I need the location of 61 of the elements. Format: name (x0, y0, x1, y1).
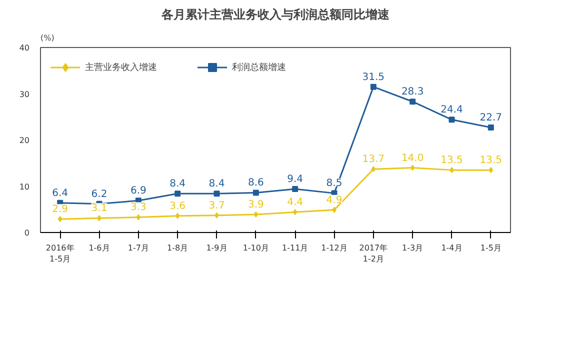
y-axis-title: (%) (40, 34, 54, 42)
data-label: 28.3 (401, 86, 424, 98)
chart-title: 各月累计主营业务收入与利润总额同比增速 (160, 8, 390, 22)
x-tick-label: 1-9月 (206, 244, 228, 252)
point (371, 166, 376, 172)
data-label: 3.6 (170, 200, 186, 212)
y-tick-label: 0 (24, 228, 30, 238)
data-label: 8.6 (248, 178, 264, 189)
data-label: 8.4 (208, 178, 225, 190)
data-label: 6.4 (52, 188, 68, 199)
y-tick-label: 10 (19, 182, 30, 192)
x-tick-label: 1-12月 (321, 244, 348, 252)
y-tick-label: 20 (19, 136, 30, 145)
legend-label: 利润总额增速 (232, 62, 286, 74)
point (488, 167, 494, 174)
point (410, 164, 415, 171)
point (292, 209, 298, 216)
point (254, 211, 258, 218)
x-tick-label: 2017年 1-2月 (359, 244, 388, 264)
data-label: 13.5 (440, 155, 463, 166)
point (58, 216, 62, 222)
point (136, 214, 141, 220)
x-tick-label: 1-10月 (242, 244, 269, 252)
data-label: 13.5 (480, 155, 502, 166)
x-tick-label: 1-8月 (167, 244, 188, 252)
data-label: 8.5 (326, 178, 342, 190)
data-label: 3.9 (248, 199, 264, 210)
data-label: 9.4 (287, 174, 304, 186)
y-tick-label: 30 (19, 90, 30, 99)
data-label: 3.7 (208, 200, 225, 212)
point (292, 186, 298, 192)
data-label: 13.7 (362, 154, 385, 166)
x-tick-label: 1-6月 (88, 244, 110, 252)
point (488, 124, 494, 131)
x-tick-label: 1-5月 (480, 244, 502, 252)
point (448, 116, 455, 123)
data-label: 6.2 (91, 188, 108, 200)
point (252, 190, 259, 196)
x-tick-label: 1-4月 (441, 244, 462, 252)
point (214, 190, 220, 197)
x-tick-label: 1-7月 (128, 244, 149, 252)
data-label: 3.3 (130, 202, 146, 214)
point (175, 212, 180, 219)
data-label: 3.1 (91, 203, 108, 214)
x-tick-label: 1-11月 (282, 244, 308, 252)
data-label: 31.5 (362, 72, 385, 83)
data-label: 6.9 (130, 186, 146, 197)
point (410, 98, 416, 105)
data-label: 4.4 (287, 197, 304, 208)
point (370, 84, 376, 90)
point (174, 190, 181, 197)
data-label: 24.4 (440, 104, 463, 116)
x-tick-label: 2016年 1-5月 (46, 244, 74, 264)
data-label: 8.4 (170, 178, 186, 190)
y-tick-label: 40 (19, 44, 30, 52)
data-label: 4.9 (326, 194, 342, 206)
data-label: 14.0 (401, 152, 424, 164)
data-label: 2.9 (52, 204, 68, 216)
x-tick-label: 1-3月 (402, 244, 424, 252)
legend-label: 主营业务收入增速 (85, 62, 157, 74)
data-label: 22.7 (480, 112, 502, 124)
